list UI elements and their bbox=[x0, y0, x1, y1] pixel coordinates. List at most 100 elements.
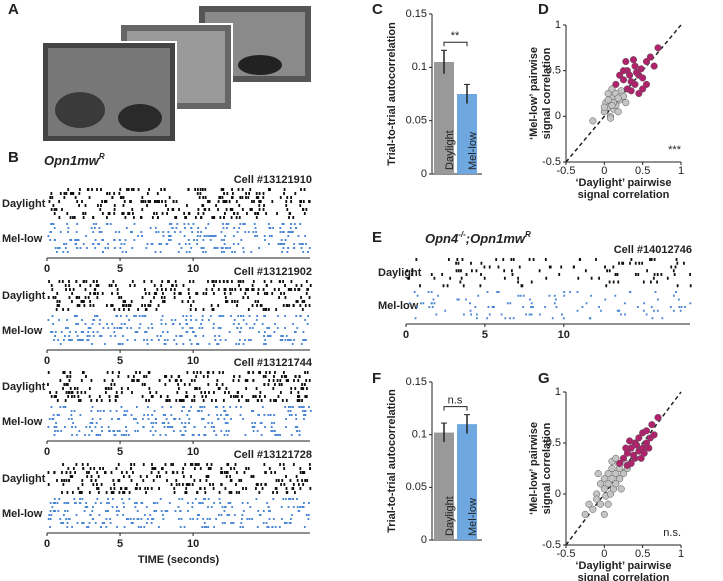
title-part: R bbox=[99, 152, 105, 161]
spike bbox=[133, 418, 135, 420]
spike bbox=[538, 269, 541, 273]
spike bbox=[262, 375, 265, 378]
spike bbox=[483, 276, 486, 280]
spike bbox=[476, 313, 478, 316]
spike bbox=[585, 302, 588, 305]
spike bbox=[285, 204, 288, 207]
spike bbox=[278, 288, 280, 291]
spike bbox=[548, 294, 551, 297]
spike bbox=[149, 200, 151, 203]
spike bbox=[187, 502, 189, 504]
spike bbox=[223, 243, 226, 245]
spike bbox=[301, 399, 303, 402]
spike bbox=[488, 313, 491, 316]
spike bbox=[185, 216, 188, 219]
spike bbox=[135, 371, 137, 374]
spike bbox=[191, 506, 194, 508]
spike bbox=[183, 383, 186, 386]
spike bbox=[270, 471, 273, 474]
spike bbox=[260, 434, 263, 436]
spike bbox=[270, 422, 273, 424]
spike bbox=[74, 239, 76, 241]
spike bbox=[164, 343, 167, 345]
spike bbox=[108, 284, 111, 287]
spike bbox=[288, 414, 291, 416]
spike bbox=[230, 395, 232, 398]
spike bbox=[304, 304, 307, 307]
spike bbox=[125, 426, 127, 428]
spike bbox=[160, 188, 163, 191]
spike bbox=[157, 216, 159, 219]
spike bbox=[220, 315, 223, 317]
spike bbox=[97, 487, 100, 490]
spike bbox=[125, 518, 128, 520]
spike bbox=[284, 315, 287, 317]
spike bbox=[117, 343, 120, 345]
raster-title: Opn1mwR bbox=[44, 152, 105, 168]
spike bbox=[139, 475, 142, 478]
spike bbox=[173, 292, 176, 295]
spike bbox=[411, 269, 413, 273]
spike bbox=[102, 327, 105, 329]
x-axis-label: ‘Daylight’ pairwise bbox=[576, 177, 672, 189]
spike bbox=[111, 491, 114, 494]
spike bbox=[136, 510, 139, 512]
spike bbox=[193, 399, 196, 402]
spike bbox=[113, 327, 116, 329]
spike bbox=[64, 284, 67, 287]
spike bbox=[155, 292, 158, 295]
point bbox=[600, 475, 608, 483]
spike bbox=[456, 298, 459, 301]
spike bbox=[180, 518, 183, 520]
spike bbox=[50, 208, 53, 211]
spike bbox=[48, 200, 51, 203]
spike bbox=[99, 418, 102, 420]
spike bbox=[221, 506, 224, 508]
spike bbox=[194, 308, 197, 311]
spike bbox=[283, 522, 286, 524]
spike bbox=[72, 288, 75, 291]
spike bbox=[168, 379, 171, 382]
spike bbox=[231, 280, 233, 283]
spike bbox=[168, 235, 170, 237]
spike bbox=[84, 391, 87, 394]
spike bbox=[222, 399, 225, 402]
spike bbox=[196, 343, 198, 345]
spike bbox=[268, 371, 271, 374]
spike bbox=[194, 463, 197, 466]
spike bbox=[522, 306, 525, 308]
spike bbox=[211, 308, 214, 311]
spike bbox=[58, 247, 61, 249]
spike bbox=[298, 510, 301, 512]
spike bbox=[199, 188, 202, 191]
spike bbox=[264, 308, 267, 311]
spike bbox=[107, 327, 110, 329]
point bbox=[600, 485, 608, 493]
spike bbox=[176, 223, 179, 225]
spike bbox=[67, 308, 70, 311]
spike bbox=[506, 302, 509, 305]
spike bbox=[184, 430, 187, 432]
spike bbox=[86, 335, 89, 337]
spike bbox=[277, 434, 280, 436]
spike bbox=[113, 331, 116, 333]
spike bbox=[100, 483, 103, 486]
spike bbox=[301, 410, 304, 412]
x-tick-label: 0 bbox=[403, 329, 409, 341]
spike bbox=[89, 292, 92, 295]
spike bbox=[85, 375, 87, 378]
spike bbox=[444, 309, 447, 312]
spike bbox=[115, 315, 118, 317]
spike bbox=[517, 294, 520, 297]
spike bbox=[217, 304, 220, 307]
point bbox=[626, 437, 634, 445]
spike bbox=[158, 243, 161, 245]
spike bbox=[180, 247, 183, 249]
spike bbox=[487, 306, 490, 308]
spike bbox=[145, 375, 148, 378]
spike bbox=[226, 300, 229, 303]
spike bbox=[224, 235, 226, 237]
spike bbox=[303, 212, 306, 215]
spike bbox=[188, 418, 191, 420]
spike bbox=[263, 383, 266, 386]
